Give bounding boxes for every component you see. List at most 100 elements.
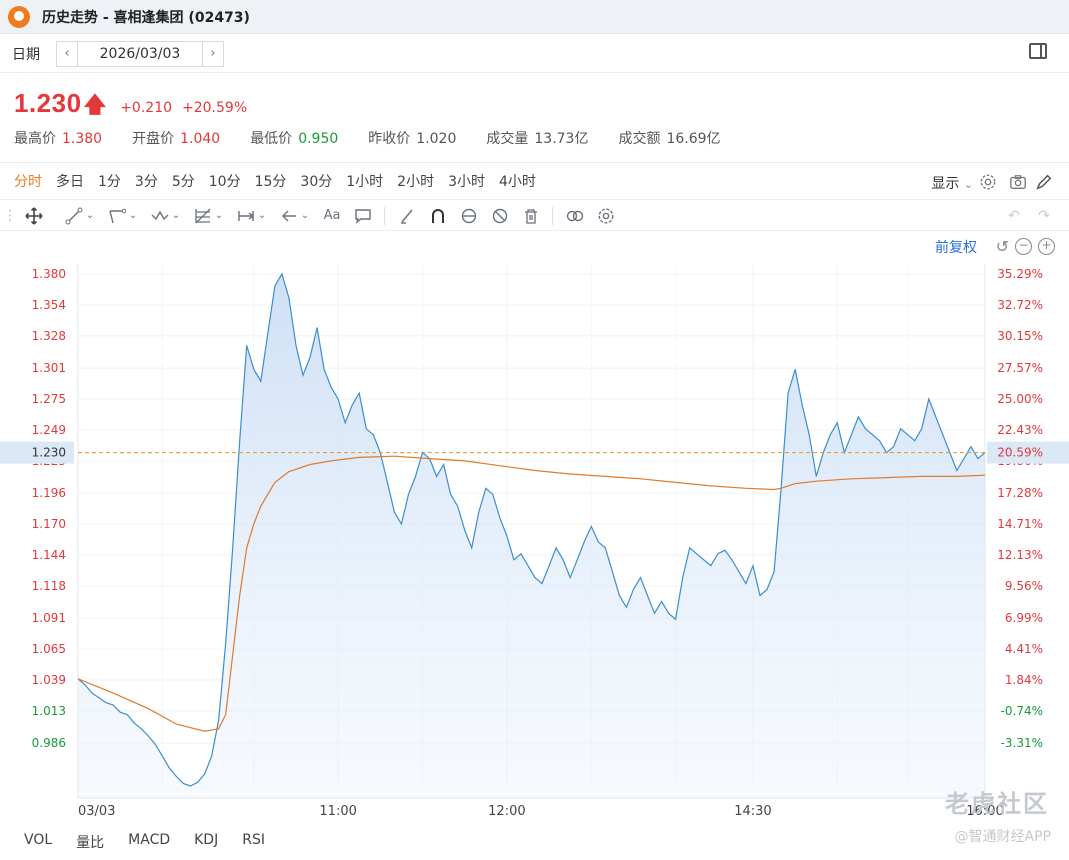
x-tick-label: 03/03 xyxy=(78,804,115,819)
up-arrow-icon: 🡅 xyxy=(83,93,107,118)
y-tick-label-right: 25.00% xyxy=(997,392,1043,406)
tab-period-4h[interactable]: 4小时 xyxy=(499,174,536,190)
arrow-tool-icon[interactable] xyxy=(280,207,298,225)
y-tick-label-left: 1.039 xyxy=(32,673,66,687)
stat-low: 最低价 0.950 xyxy=(250,128,338,148)
chevron-down-icon[interactable]: ⌄ xyxy=(85,210,95,221)
price-area xyxy=(78,274,985,798)
stat-high: 最高价 1.380 xyxy=(14,128,102,148)
display-dropdown[interactable]: 显示 ⌄ xyxy=(931,173,973,193)
tab-period-minute[interactable]: 分时 xyxy=(14,174,42,190)
tab-vol[interactable]: VOL xyxy=(24,832,53,848)
tab-period-1h[interactable]: 1小时 xyxy=(346,174,384,190)
tab-period-multiday[interactable]: 多日 xyxy=(56,174,84,190)
y-tick-label-left: 1.275 xyxy=(32,392,66,406)
drag-handle-icon[interactable]: ⋮ xyxy=(3,207,17,224)
stat-label: 最高价 xyxy=(14,131,56,147)
app-logo-icon xyxy=(8,5,30,28)
tab-macd[interactable]: MACD xyxy=(128,832,171,848)
stat-label: 成交额 xyxy=(618,131,661,147)
toolbar-divider xyxy=(552,206,553,225)
tab-period-2h[interactable]: 2小时 xyxy=(397,174,435,190)
channel-tool-icon[interactable] xyxy=(108,207,126,225)
chevron-down-icon[interactable]: ⌄ xyxy=(128,210,138,221)
stat-value: 1.380 xyxy=(62,131,103,147)
chevron-down-icon[interactable]: ⌄ xyxy=(171,210,181,221)
tab-period-3m[interactable]: 3分 xyxy=(134,174,158,190)
drawing-toolbar: ⋮ ⌄ ⌄ ⌄ ⌄ ⌄ ⌄ Aa ↶ ↷ xyxy=(0,201,1069,231)
trash-icon[interactable] xyxy=(522,207,540,225)
x-tick-label: 12:00 xyxy=(488,804,525,819)
text-tool-icon[interactable]: Aa xyxy=(323,208,341,223)
date-field[interactable]: 2026/03/03 xyxy=(78,40,202,67)
y-tick-label-right: 32.72% xyxy=(997,298,1043,312)
tab-period-15m[interactable]: 15分 xyxy=(254,174,287,190)
stat-value: 0.950 xyxy=(298,131,339,147)
y-tick-label-right: 22.43% xyxy=(997,423,1043,437)
stat-label: 开盘价 xyxy=(132,131,175,147)
y-tick-label-left: 0.986 xyxy=(32,736,66,750)
tab-period-3h[interactable]: 3小时 xyxy=(448,174,486,190)
tab-period-30m[interactable]: 30分 xyxy=(300,174,333,190)
y-tick-label-left: 1.354 xyxy=(32,298,66,312)
stat-value: 1.040 xyxy=(180,131,221,147)
intraday-chart[interactable]: 1.380 35.29% 1.354 32.72% 1.328 30.15% 1.301 27… xyxy=(0,255,1069,830)
eraser-tool-icon[interactable] xyxy=(398,207,416,225)
tool-settings-icon[interactable] xyxy=(597,207,615,225)
reset-icon[interactable]: ↺ xyxy=(995,237,1009,256)
stat-value: 16.69亿 xyxy=(666,131,721,147)
wave-tool-icon[interactable] xyxy=(151,207,169,225)
y-tick-label-right: 30.15% xyxy=(997,329,1043,343)
sidebar-toggle-icon[interactable] xyxy=(1029,43,1047,59)
x-tick-label: 11:00 xyxy=(319,804,356,819)
tab-period-1m[interactable]: 1分 xyxy=(98,174,121,190)
date-bar: 日期 ‹ 2026/03/03 › xyxy=(0,35,1069,73)
next-date-button[interactable]: › xyxy=(202,40,224,67)
move-tool-icon[interactable] xyxy=(25,206,43,225)
measure-tool-icon[interactable] xyxy=(237,207,255,225)
stat-volume: 成交量 13.73亿 xyxy=(486,128,588,148)
redo-icon[interactable]: ↷ xyxy=(1038,207,1050,224)
pen-icon[interactable] xyxy=(1035,173,1053,191)
indicator-tabs: VOL 量比 MACD KDJ RSI xyxy=(0,832,265,852)
stat-label: 成交量 xyxy=(486,131,529,147)
zoom-controls: ↺ − + xyxy=(996,238,1055,255)
fib-tool-icon[interactable] xyxy=(194,207,212,225)
title-bar: 历史走势 - 喜相逢集团 (02473) xyxy=(0,0,1069,34)
adjust-dropdown[interactable]: 前复权 xyxy=(935,240,977,256)
y-tick-label-left: 1.013 xyxy=(32,704,66,718)
tab-period-5m[interactable]: 5分 xyxy=(171,174,195,190)
tab-rsi[interactable]: RSI xyxy=(242,832,265,848)
current-price-label-left: 1.230 xyxy=(32,446,66,460)
current-price-label-right: 20.59% xyxy=(997,446,1043,460)
sync-tool-icon[interactable] xyxy=(460,207,478,225)
tab-kdj[interactable]: KDJ xyxy=(194,832,219,848)
toolbar-divider xyxy=(384,206,385,225)
y-tick-label-right: 12.13% xyxy=(997,548,1043,562)
hide-tool-icon[interactable] xyxy=(491,207,509,225)
settings-gear-icon[interactable] xyxy=(979,173,997,191)
chevron-down-icon[interactable]: ⌄ xyxy=(214,210,224,221)
display-label: 显示 xyxy=(931,176,960,192)
camera-icon[interactable] xyxy=(1009,173,1027,191)
zoom-in-icon[interactable]: + xyxy=(1038,238,1055,255)
chevron-down-icon[interactable]: ⌄ xyxy=(300,210,310,221)
watermark-logo: 老虎社区 xyxy=(945,790,1049,818)
stat-prev-close: 昨收价 1.020 xyxy=(368,128,456,148)
undo-icon[interactable]: ↶ xyxy=(1008,207,1020,224)
tab-period-10m[interactable]: 10分 xyxy=(208,174,241,190)
y-tick-label-right: 6.99% xyxy=(1005,611,1043,625)
link-tool-icon[interactable] xyxy=(566,207,584,225)
tab-volume-ratio[interactable]: 量比 xyxy=(76,835,105,851)
prev-date-button[interactable]: ‹ xyxy=(56,40,78,67)
y-tick-label-right: -0.74% xyxy=(1001,704,1043,718)
zoom-out-icon[interactable]: − xyxy=(1015,238,1032,255)
comment-tool-icon[interactable] xyxy=(354,207,372,225)
y-tick-label-left: 1.091 xyxy=(32,611,66,625)
y-tick-label-right: 35.29% xyxy=(997,267,1043,281)
magnet-tool-icon[interactable] xyxy=(429,207,447,225)
chevron-down-icon[interactable]: ⌄ xyxy=(257,210,267,221)
line-tool-icon[interactable] xyxy=(65,207,83,225)
price-change-pct: +20.59% xyxy=(182,100,248,116)
y-tick-label-left: 1.144 xyxy=(32,548,66,562)
